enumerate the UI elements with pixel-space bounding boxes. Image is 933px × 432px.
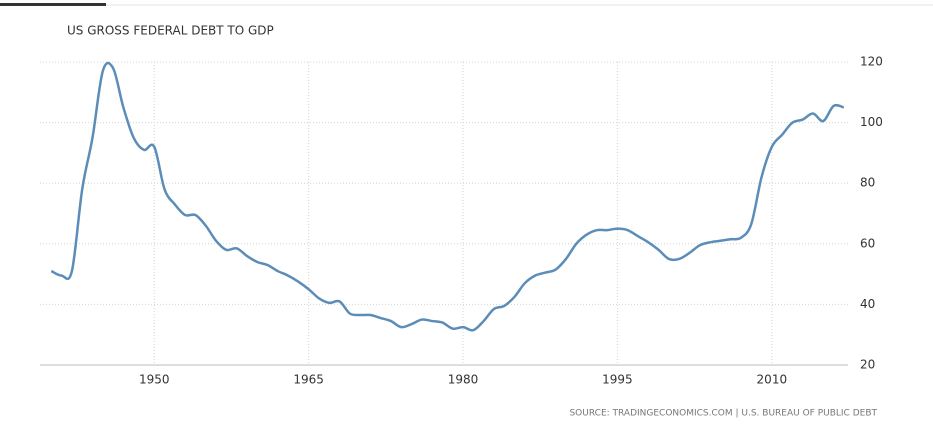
source: SOURCE: TRADINGECONOMICS.COM | U.S. BURE… (569, 409, 877, 419)
y-tick-label: 60 (860, 236, 875, 250)
tab-indicator (0, 3, 106, 6)
y-tick-label: 80 (860, 176, 875, 190)
y-tick-label: 40 (860, 297, 875, 311)
x-tick-label: 1965 (293, 373, 324, 387)
x-tick-label: 1950 (139, 373, 170, 387)
y-tick-label: 20 (860, 358, 875, 372)
y-tick-label: 120 (860, 55, 883, 69)
data-line (50, 61, 845, 332)
chart-title: US GROSS FEDERAL DEBT TO GDP (67, 24, 274, 38)
x-tick-label: 1995 (602, 373, 633, 387)
x-tick-label: 2010 (757, 373, 788, 387)
y-tick-label: 100 (860, 115, 883, 129)
x-tick-label: 1980 (448, 373, 479, 387)
